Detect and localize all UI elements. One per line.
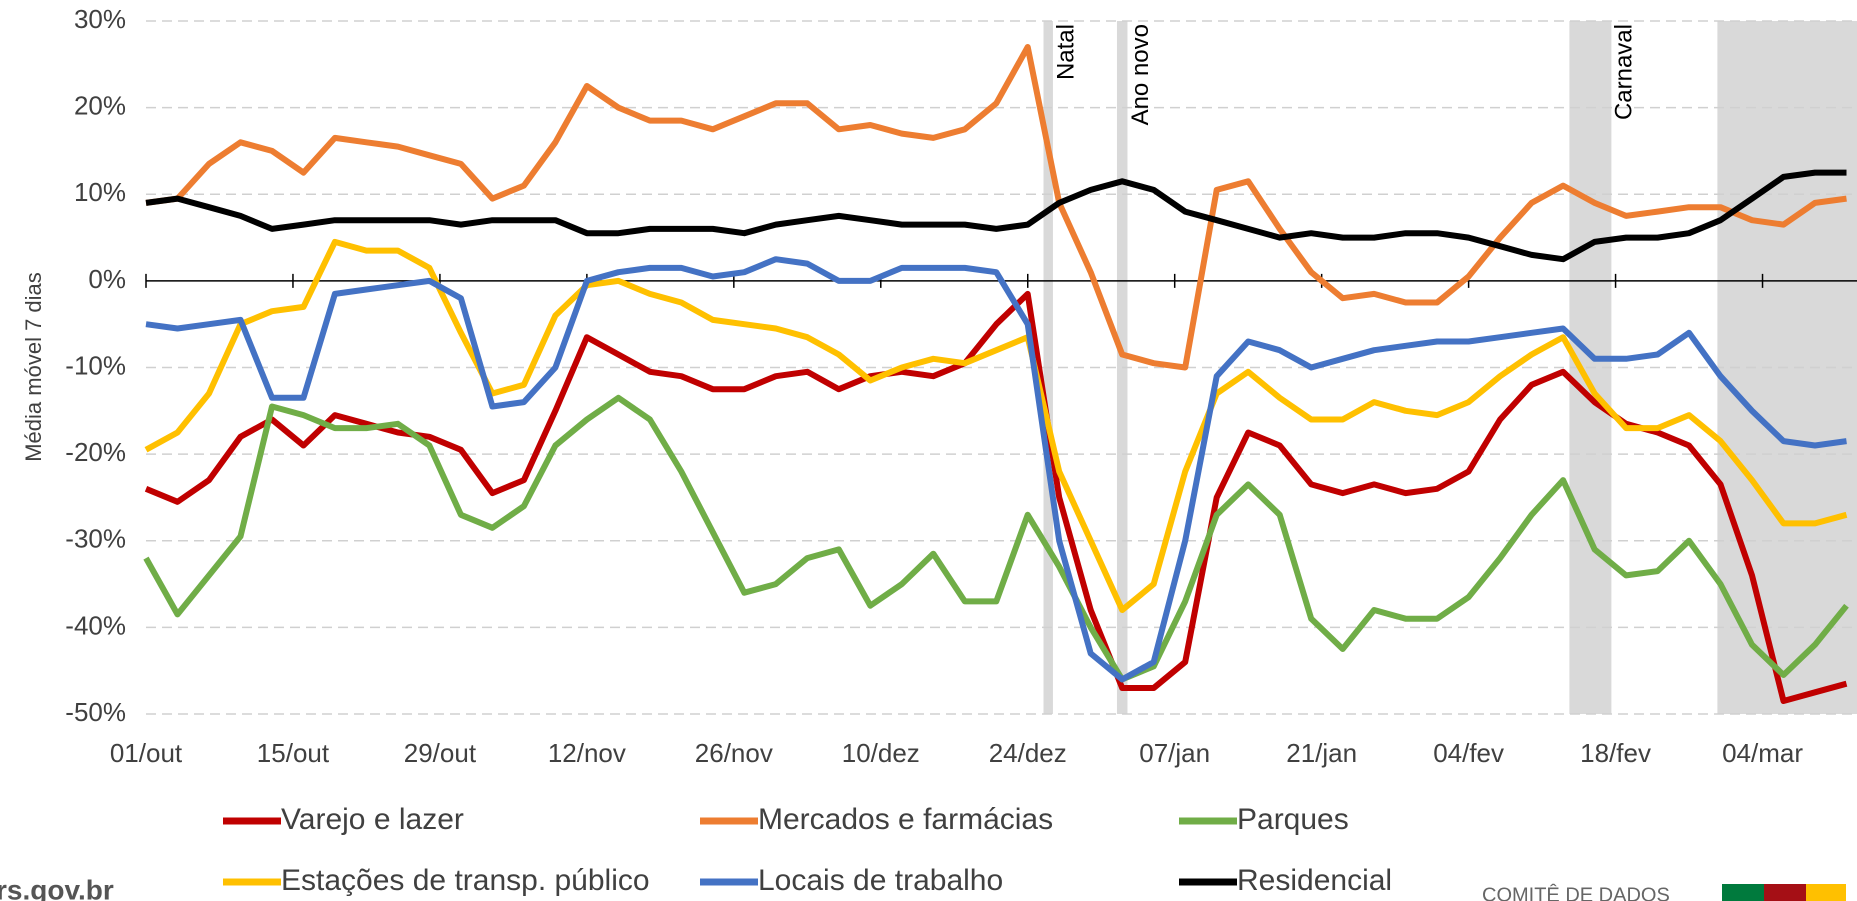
- series-line: [145, 256, 1847, 683]
- x-tick-label: 29/out: [404, 738, 477, 768]
- x-tick-label: 04/fev: [1433, 738, 1504, 768]
- x-tick-label: 15/out: [257, 738, 330, 768]
- x-tick-label: 10/dez: [842, 738, 920, 768]
- flag-red: [1764, 884, 1806, 901]
- series-line: [143, 394, 1849, 683]
- y-tick-label: -50%: [65, 697, 126, 727]
- y-tick-label: 0%: [88, 264, 126, 294]
- y-tick-label: -10%: [65, 350, 126, 380]
- legend-label: Mercados e farmácias: [758, 803, 1053, 836]
- x-tick-label: 04/mar: [1722, 738, 1803, 768]
- y-tick-label: 10%: [74, 177, 126, 207]
- x-tick-label: 21/jan: [1286, 738, 1357, 768]
- x-tick-label: 26/nov: [695, 738, 773, 768]
- y-tick-label: -30%: [65, 524, 126, 554]
- source: rs.gov.br: [0, 874, 114, 901]
- series-line: [144, 290, 1848, 704]
- legend-label: Varejo e lazer: [281, 803, 464, 836]
- period-label: Ano novo: [1127, 24, 1154, 125]
- series-line: [145, 169, 1847, 263]
- x-tick-label: 18/fev: [1580, 738, 1651, 768]
- flag-green: [1722, 884, 1764, 901]
- series-line: [145, 44, 1847, 371]
- period-label: Natal: [1052, 24, 1079, 80]
- flag-yellow: [1806, 884, 1846, 901]
- legend-label: Parques: [1237, 803, 1349, 836]
- legend-label: Estações de transp. público: [281, 864, 650, 897]
- x-tick-label: 01/out: [110, 738, 183, 768]
- x-tick-label: 07/jan: [1139, 738, 1210, 768]
- y-tick-label: -20%: [65, 437, 126, 467]
- y-tick-label: 30%: [74, 4, 126, 34]
- x-tick-label: 24/dez: [989, 738, 1067, 768]
- x-tick-label: 12/nov: [548, 738, 626, 768]
- y-axis-title: Média móvel 7 dias: [21, 272, 46, 462]
- period-label: Carnaval: [1611, 24, 1638, 120]
- y-tick-label: -40%: [65, 610, 126, 640]
- legend-label: Residencial: [1237, 864, 1392, 897]
- series-line: [144, 238, 1848, 613]
- legend-label: Locais de trabalho: [758, 864, 1003, 897]
- footer: COMITÊ DE DADOS: [1482, 883, 1670, 901]
- y-tick-label: 20%: [74, 91, 126, 121]
